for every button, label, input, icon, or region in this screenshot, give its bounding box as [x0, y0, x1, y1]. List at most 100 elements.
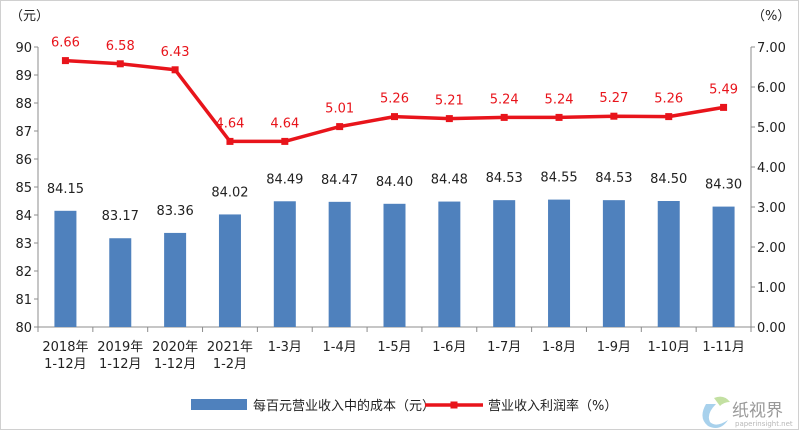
x-axis-tick-label: 1-12月	[154, 357, 197, 372]
legend-swatch-bars	[191, 399, 247, 410]
left-axis-tick-label: 86	[15, 153, 32, 168]
bar	[657, 201, 680, 327]
right-axis-tick-label: 0.00	[757, 321, 786, 336]
left-axis-tick-label: 83	[15, 237, 32, 252]
x-axis-tick-label: 2018年	[42, 340, 88, 355]
bar-data-label: 84.48	[431, 173, 468, 188]
line-point	[720, 103, 728, 111]
left-axis-unit-label: （元）	[10, 9, 49, 24]
bar	[493, 200, 516, 327]
line-point	[171, 66, 179, 74]
bar-data-label: 84.15	[47, 182, 84, 197]
line-point	[391, 113, 398, 121]
left-axis-tick-label: 87	[15, 125, 32, 140]
line-data-label: 6.66	[51, 36, 80, 51]
bar	[164, 232, 187, 327]
line-data-label: 6.58	[106, 39, 135, 54]
line-data-label: 5.24	[490, 92, 519, 107]
bar-data-label: 84.47	[321, 173, 358, 188]
line-point	[226, 137, 234, 145]
x-axis-tick-label: 1-2月	[213, 357, 247, 372]
bar-data-label: 84.49	[266, 172, 303, 187]
bar	[54, 210, 77, 327]
right-axis-tick-label: 6.00	[757, 81, 786, 96]
bar-data-label: 84.55	[540, 171, 577, 186]
left-axis-tick-label: 81	[15, 293, 32, 308]
left-axis-tick-label: 89	[15, 69, 32, 84]
x-axis-tick-label: 2021年	[207, 340, 253, 355]
x-axis-tick-label: 1-6月	[432, 340, 466, 355]
legend-label-bars: 每百元营业收入中的成本（元）	[253, 398, 435, 414]
line-data-label: 5.26	[380, 92, 409, 107]
x-axis-tick-label: 1-11月	[702, 340, 745, 355]
line-point	[336, 123, 344, 131]
bar-data-label: 84.02	[211, 185, 248, 200]
legend-label-line: 营业收入利润率（%）	[488, 398, 617, 414]
line-data-label: 4.64	[270, 116, 299, 131]
watermark-icon	[702, 404, 728, 428]
bar	[712, 206, 735, 327]
right-axis-unit-label: （%）	[752, 9, 790, 24]
bar-data-label: 83.17	[102, 209, 139, 224]
left-axis-tick-label: 84	[15, 209, 32, 224]
watermark-leaf-icon	[714, 396, 730, 406]
line-point	[610, 112, 618, 120]
bar-data-label: 83.36	[157, 204, 194, 219]
x-axis-tick-label: 2019年	[97, 340, 143, 355]
left-axis-tick-label: 80	[15, 321, 32, 336]
right-axis-tick-label: 7.00	[757, 41, 786, 56]
x-axis-tick-label: 1-4月	[323, 340, 357, 355]
line-data-label: 5.26	[654, 92, 683, 107]
bar	[438, 201, 461, 327]
line-point	[281, 137, 289, 145]
bar	[218, 214, 241, 327]
x-axis-tick-label: 1-3月	[268, 340, 302, 355]
x-axis-tick-label: 1-10月	[647, 340, 690, 355]
x-axis-tick-label: 1-12月	[99, 357, 142, 372]
line-point	[665, 113, 673, 121]
line-point	[500, 113, 508, 121]
line-data-label: 5.49	[709, 82, 738, 97]
line-data-label: 6.43	[161, 45, 190, 60]
line-data-label: 4.64	[215, 116, 244, 131]
line-data-label: 5.27	[599, 91, 628, 106]
bar	[602, 200, 625, 327]
bar-data-label: 84.53	[595, 171, 632, 186]
line-data-label: 5.24	[545, 92, 574, 107]
x-axis-tick-label: 1-8月	[542, 340, 576, 355]
right-axis-tick-label: 3.00	[757, 201, 786, 216]
bar-data-label: 84.40	[376, 175, 413, 190]
bar	[273, 201, 296, 327]
line-data-label: 5.01	[325, 102, 354, 117]
left-axis-tick-label: 90	[15, 41, 32, 56]
right-axis-tick-label: 1.00	[757, 281, 786, 296]
x-axis-tick-label: 1-5月	[377, 340, 411, 355]
bar	[383, 203, 406, 327]
left-axis-tick-label: 88	[15, 97, 32, 112]
x-axis-tick-label: 2020年	[152, 340, 198, 355]
legend-swatch-line-marker	[450, 401, 458, 409]
x-axis-tick-label: 1-9月	[597, 340, 631, 355]
x-axis-tick-label: 1-12月	[44, 357, 87, 372]
left-axis-tick-label: 85	[15, 181, 32, 196]
bar	[328, 201, 351, 327]
line-point	[445, 115, 453, 123]
line-point	[116, 60, 124, 68]
bar-data-label: 84.50	[650, 172, 687, 187]
bar	[109, 238, 132, 327]
watermark-url: paperinsight.net	[735, 420, 793, 428]
right-axis-tick-label: 4.00	[757, 161, 786, 176]
line-point	[555, 113, 563, 121]
right-axis-tick-label: 5.00	[757, 121, 786, 136]
line-data-label: 5.21	[435, 94, 464, 109]
bar-data-label: 84.53	[486, 171, 523, 186]
x-axis-tick-label: 1-7月	[487, 340, 521, 355]
right-axis-tick-label: 2.00	[757, 241, 786, 256]
bar-data-label: 84.30	[705, 178, 742, 193]
left-axis-tick-label: 82	[15, 265, 32, 280]
line-point	[61, 57, 69, 65]
bar	[548, 199, 571, 327]
